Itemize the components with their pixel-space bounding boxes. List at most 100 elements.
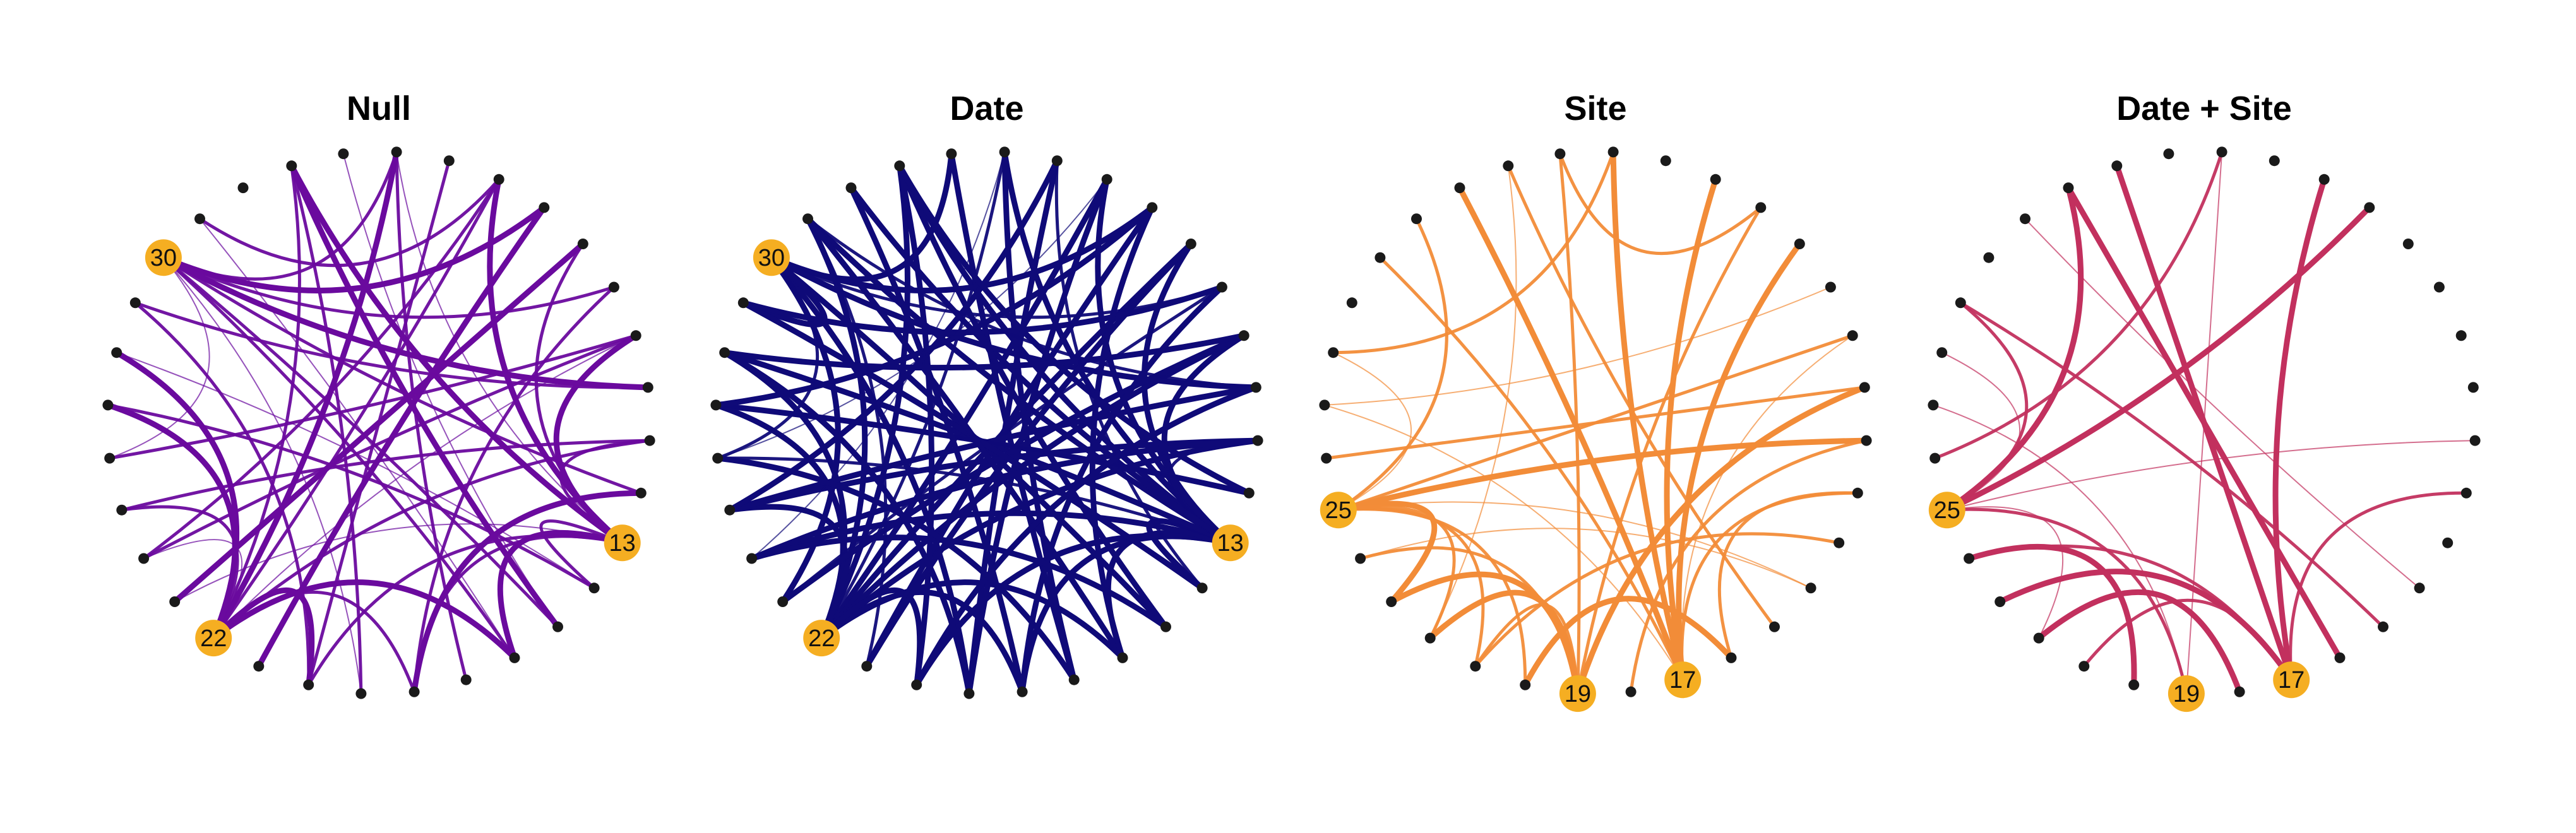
node-28 [1936,347,1948,358]
edge-25-22 [1337,505,1456,640]
edge-0-18 [848,185,1025,695]
node-2 [338,148,349,160]
edge-14-27 [106,403,596,590]
edge-10-26 [1325,386,1866,460]
date-site-hubs: 17 19 25 [1928,492,2310,712]
node-25 [724,504,736,516]
node-31 [194,213,205,225]
edge-17-12 [2289,491,2468,682]
date-hubs: 13 22 30 [753,239,1249,657]
node-5 [2318,174,2330,185]
date-nodes [710,146,1263,699]
node-16 [2334,652,2346,663]
node-2 [946,148,957,160]
node-11 [644,435,655,446]
node-21 [1470,661,1481,672]
null-hubs: 13 22 30 [145,239,641,657]
node-6 [539,202,550,213]
hub-node-25: 25 [1320,492,1357,529]
edge-25-20 [1337,507,1527,687]
panel-null: Null 13 22 30 [102,90,655,699]
node-22 [1424,632,1436,644]
edge-13-9 [553,333,639,546]
edge-22-11 [212,439,652,640]
node-4 [1051,155,1063,167]
node-29 [1346,297,1357,309]
edge-30-12 [162,256,643,495]
node-24 [746,553,758,564]
hub-label: 25 [1325,497,1352,524]
node-2 [2163,148,2174,160]
node-7 [577,239,588,249]
panel-date-site: Date + Site 17 19 25 [1928,90,2481,712]
hub-node-30: 30 [753,239,790,276]
node-17 [460,674,472,685]
hub-label: 19 [2173,681,2200,707]
edge-1-22 [1429,165,1517,639]
edge-10-31 [806,217,1258,389]
node-3 [391,146,402,158]
node-12 [2460,487,2472,499]
hub-marker [195,620,232,657]
node-15 [1160,621,1171,632]
hub-marker [1928,492,1965,529]
edge-28-14 [116,352,595,589]
hub-label: 30 [758,245,785,271]
edge-8-18 [412,285,616,694]
node-23 [777,596,789,607]
edge-17-5 [2272,176,2327,683]
edge-22-3 [210,149,400,641]
node-23 [1995,596,2006,607]
edge-14-31 [2024,218,2421,589]
edge-14-24 [1359,528,1812,589]
edge-26-9 [108,334,638,460]
node-18 [1625,686,1637,697]
node-17 [1068,674,1080,685]
edge-25-11 [120,439,652,512]
node-27 [710,399,722,411]
edge-13-0 [848,185,1234,546]
hub-node-19: 19 [2168,675,2205,712]
node-26 [1321,452,1332,464]
node-27 [1319,399,1330,411]
hub-node-22: 22 [195,620,232,657]
edge-19-27 [1932,404,2187,695]
hub-marker [753,239,790,276]
node-3 [999,146,1010,158]
node-23 [1386,596,1397,607]
edge-5-26 [717,179,1108,459]
edge-18-12 [411,490,644,695]
node-16 [509,652,520,663]
edge-22-25 [120,505,239,640]
node-19 [355,688,367,699]
node-13 [1834,537,1845,548]
node-1 [286,160,297,172]
node-30 [1983,252,1995,263]
site-edges [1323,149,1869,697]
panel-site: Site 17 19 25 [1319,90,1872,712]
node-6 [2364,202,2375,213]
edge-17-5 [1664,176,1719,683]
edge-15-1 [897,163,1169,630]
site-hubs: 17 19 25 [1320,492,1702,712]
edge-25-31 [1337,217,1448,512]
node-9 [1238,330,1249,341]
hub-node-13: 13 [604,524,641,562]
node-8 [608,281,619,293]
panel-title-date-site: Date + Site [2116,90,2292,127]
edge-25-11 [1946,440,2476,511]
edge-22-9 [213,334,637,639]
node-29 [129,297,141,309]
node-21 [253,661,265,672]
edge-16-31 [199,218,515,659]
node-5 [1101,174,1112,185]
edge-22-28 [114,350,240,641]
node-18 [1017,686,1028,697]
node-10 [1250,382,1261,393]
hub-label: 17 [1669,667,1696,694]
node-14 [1805,582,1816,594]
panel-title-site: Site [1564,90,1626,127]
hub-marker [1320,492,1357,529]
node-22 [2033,632,2044,644]
null-nodes [102,146,655,699]
